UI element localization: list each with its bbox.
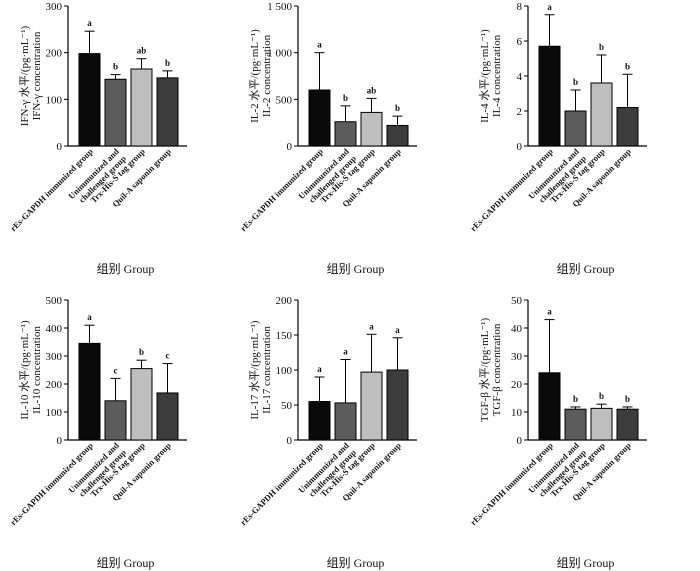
bar <box>616 107 639 147</box>
y-tick-label: 50 <box>511 295 523 307</box>
y-tick-label: 20 <box>511 379 523 391</box>
y-tick-label: 200 <box>276 295 293 307</box>
y-axis-title-cn: IFN-γ 水平/(pg·mL⁻¹) <box>18 25 31 126</box>
y-axis-title-en: IL-2 concentration <box>261 34 273 117</box>
bar <box>78 53 101 147</box>
significance-letter: b <box>395 103 400 113</box>
significance-letter: a <box>317 364 322 374</box>
bar <box>156 392 179 441</box>
significance-letter: a <box>343 347 348 357</box>
y-axis-title-en: TGF-β concentration <box>491 323 503 416</box>
y-tick-label: 1 500 <box>267 1 292 13</box>
y-tick-label: 100 <box>46 94 63 106</box>
chart-panel-3: 0 2 4 6 8 IL-4 水平/(pg·mL⁻¹) IL-4 concentration… <box>468 1 647 276</box>
significance-letter: a <box>547 307 552 317</box>
y-axis-title-cn: IL-17 水平/(pg·mL⁻¹) <box>248 320 261 420</box>
significance-letter: a <box>317 40 322 50</box>
x-axis-title: 组别 Group <box>97 556 155 570</box>
bar <box>360 371 383 441</box>
bar <box>386 369 409 441</box>
bar <box>360 111 383 147</box>
bar <box>590 407 613 441</box>
significance-letter: b <box>625 61 630 71</box>
significance-letter: b <box>599 42 604 52</box>
significance-letter: a <box>547 2 552 12</box>
y-tick-label: 100 <box>276 365 293 377</box>
significance-letter: b <box>165 58 170 68</box>
y-tick-label: 200 <box>46 379 63 391</box>
y-tick-label: 100 <box>46 407 63 419</box>
significance-letter: b <box>625 394 630 404</box>
bar <box>538 372 561 441</box>
significance-letter: b <box>573 77 578 87</box>
significance-letter: a <box>395 325 400 335</box>
significance-letter: a <box>87 312 92 322</box>
bar <box>564 110 587 147</box>
bar <box>538 45 561 147</box>
y-axis-title-en: IFN-γ concentration <box>31 31 43 120</box>
x-axis-title: 组别 Group <box>557 556 615 570</box>
y-tick-label: 150 <box>276 330 293 342</box>
y-tick-label: 10 <box>511 407 523 419</box>
bar <box>616 408 639 441</box>
bar <box>78 342 101 441</box>
bar <box>564 408 587 441</box>
y-tick-label: 40 <box>511 323 523 335</box>
significance-letter: b <box>113 62 118 72</box>
y-axis-title-en: IL-17 concentration <box>261 326 273 414</box>
bar <box>308 89 331 147</box>
y-tick-label: 0 <box>517 435 523 447</box>
bar <box>104 78 127 147</box>
y-tick-label: 1 000 <box>267 48 292 60</box>
y-tick-label: 30 <box>511 351 523 363</box>
bar <box>334 121 357 147</box>
significance-letter: b <box>573 394 578 404</box>
x-axis-title: 组别 Group <box>327 262 385 276</box>
y-tick-label: 500 <box>46 295 63 307</box>
y-axis-title-en: IL-10 concentration <box>31 326 43 414</box>
y-axis-title-cn: TGF-β 水平/(pg·mL⁻¹) <box>478 318 491 423</box>
significance-letter: c <box>114 365 118 375</box>
y-tick-label: 0 <box>57 141 63 153</box>
bar <box>130 68 153 147</box>
y-tick-label: 0 <box>287 141 293 153</box>
y-axis-title-cn: IL-4 水平/(pg·mL⁻¹) <box>478 29 491 123</box>
y-tick-label: 500 <box>276 94 293 106</box>
y-tick-label: 0 <box>287 435 293 447</box>
significance-letter: a <box>87 18 92 28</box>
bar <box>386 124 409 147</box>
y-tick-label: 300 <box>46 351 63 363</box>
y-tick-label: 6 <box>517 36 523 48</box>
y-tick-label: 2 <box>517 106 523 118</box>
y-axis-title-cn: IL-10 水平/(pg·mL⁻¹) <box>18 320 31 420</box>
y-tick-label: 200 <box>46 48 63 60</box>
significance-letter: b <box>599 391 604 401</box>
significance-letter: c <box>166 351 170 361</box>
bar <box>334 402 357 441</box>
y-axis-title-cn: IL-2 水平/(pg·mL⁻¹) <box>248 29 261 123</box>
bar <box>308 401 331 441</box>
y-tick-label: 4 <box>517 71 523 83</box>
bar <box>130 368 153 441</box>
x-axis-title: 组别 Group <box>327 556 385 570</box>
significance-letter: ab <box>367 85 377 95</box>
significance-letter: a <box>369 321 374 331</box>
significance-letter: ab <box>137 46 147 56</box>
bar <box>156 77 179 147</box>
y-tick-label: 300 <box>46 1 63 13</box>
x-axis-title: 组别 Group <box>557 262 615 276</box>
y-tick-label: 400 <box>46 323 63 335</box>
y-tick-label: 0 <box>517 141 523 153</box>
significance-letter: b <box>139 347 144 357</box>
y-tick-label: 0 <box>57 435 63 447</box>
y-tick-label: 50 <box>281 400 293 412</box>
y-axis-title-en: IL-4 concentration <box>491 34 503 117</box>
significance-letter: b <box>343 93 348 103</box>
bar <box>590 82 613 147</box>
bar <box>104 400 127 441</box>
x-axis-title: 组别 Group <box>97 262 155 276</box>
y-tick-label: 8 <box>517 1 523 13</box>
